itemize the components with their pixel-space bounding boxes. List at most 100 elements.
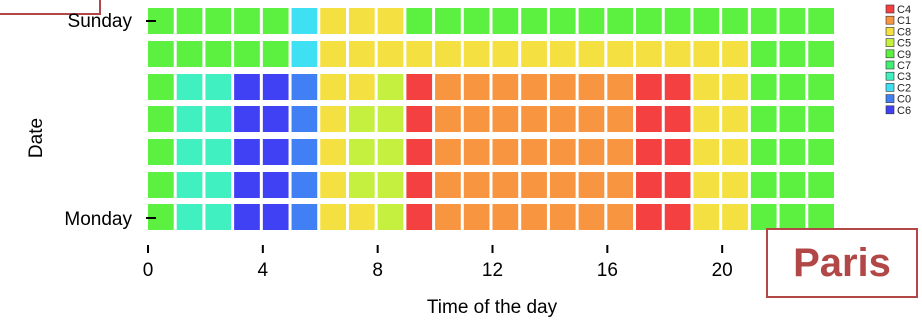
heatmap-cell <box>750 74 777 100</box>
heatmap-cell <box>750 41 777 67</box>
heatmap-cell <box>779 106 806 132</box>
heatmap-cell <box>722 172 748 198</box>
heatmap-cell <box>808 139 834 165</box>
heatmap-cell <box>722 204 748 230</box>
heatmap-cell <box>722 139 748 165</box>
heatmap-cell <box>176 8 203 34</box>
heatmap-cell <box>435 41 461 67</box>
heatmap-cell <box>406 8 433 34</box>
heatmap-cell <box>234 8 260 34</box>
heatmap-cell <box>492 106 519 132</box>
legend-label: C4 <box>897 4 911 16</box>
heatmap-cell <box>636 172 662 198</box>
heatmap-cell <box>693 74 720 100</box>
heatmap-cell <box>463 41 490 67</box>
heatmap-cell <box>291 204 318 230</box>
heatmap-cell <box>664 139 691 165</box>
heatmap-cell <box>320 74 346 100</box>
heatmap-cell <box>693 204 720 230</box>
heatmap-cell <box>578 41 605 67</box>
heatmap-cell <box>636 106 662 132</box>
heatmap-cell <box>693 106 720 132</box>
heatmap-cell <box>262 8 289 34</box>
heatmap-cell <box>291 74 318 100</box>
heatmap-cell <box>377 204 404 230</box>
heatmap-cell <box>262 172 289 198</box>
heatmap-cell <box>463 74 490 100</box>
x-tick-label: 20 <box>712 260 733 281</box>
heatmap-cell <box>406 41 433 67</box>
heatmap-cell <box>148 41 174 67</box>
heatmap-cell <box>492 139 519 165</box>
heatmap-cell <box>521 139 547 165</box>
heatmap-cell <box>549 106 576 132</box>
heatmap-cell <box>808 106 834 132</box>
heatmap-cell <box>750 172 777 198</box>
heatmap-cell <box>348 172 375 198</box>
heatmap-cell <box>148 172 174 198</box>
legend-swatch <box>885 15 895 25</box>
heatmap-cell <box>406 204 433 230</box>
heatmap-cell <box>664 106 691 132</box>
heatmap-cell <box>205 172 232 198</box>
heatmap-cell <box>406 106 433 132</box>
heatmap-cell <box>262 106 289 132</box>
heatmap-cell <box>722 41 748 67</box>
heatmap-cell <box>348 74 375 100</box>
heatmap-cell <box>578 8 605 34</box>
legend-swatch <box>885 4 895 14</box>
legend-label: C2 <box>897 82 911 94</box>
heatmap-cell <box>320 41 346 67</box>
heatmap-cell <box>148 106 174 132</box>
heatmap-cell <box>348 139 375 165</box>
legend-label: C9 <box>897 49 911 61</box>
heatmap-cell <box>549 8 576 34</box>
x-tick-label: 8 <box>372 260 383 281</box>
heatmap-cell <box>808 41 834 67</box>
legend-label: C6 <box>897 105 911 117</box>
heatmap-cell <box>492 204 519 230</box>
heatmap-cell <box>291 8 318 34</box>
heatmap-cell <box>636 74 662 100</box>
heatmap-cell <box>463 106 490 132</box>
heatmap-cell <box>750 8 777 34</box>
x-tick-label: 16 <box>597 260 618 281</box>
heatmap-cell <box>664 8 691 34</box>
heatmap-cell <box>348 41 375 67</box>
heatmap-cell <box>607 8 634 34</box>
legend-swatch <box>885 71 895 81</box>
heatmap-cell <box>320 139 346 165</box>
heatmap-cell <box>521 204 547 230</box>
heatmap-cell <box>377 106 404 132</box>
heatmap-cell <box>406 172 433 198</box>
heatmap-cell <box>463 172 490 198</box>
heatmap-cell <box>549 172 576 198</box>
heatmap-cell <box>750 106 777 132</box>
heatmap-cell <box>607 74 634 100</box>
y-axis-title: Date <box>26 118 47 158</box>
heatmap-cell <box>779 8 806 34</box>
heatmap-cell <box>664 74 691 100</box>
heatmap-cell <box>205 74 232 100</box>
heatmap-cell <box>176 74 203 100</box>
legend-label: C0 <box>897 94 911 106</box>
heatmap-cell <box>779 41 806 67</box>
heatmap-cell <box>636 139 662 165</box>
heatmap-cell <box>435 172 461 198</box>
heatmap-cell <box>578 204 605 230</box>
legend-label: C3 <box>897 71 911 83</box>
heatmap-cell <box>234 106 260 132</box>
heatmap-cell <box>549 139 576 165</box>
heatmap-cell <box>377 172 404 198</box>
heatmap-cell <box>435 204 461 230</box>
heatmap-cell <box>722 8 748 34</box>
heatmap-cell <box>176 204 203 230</box>
heatmap-cell <box>176 41 203 67</box>
heatmap-cell <box>693 8 720 34</box>
legend-label: C8 <box>897 26 911 38</box>
heatmap-cell <box>262 74 289 100</box>
legend-swatch <box>885 27 895 36</box>
heatmap-cell <box>578 106 605 132</box>
heatmap-cell <box>406 139 433 165</box>
